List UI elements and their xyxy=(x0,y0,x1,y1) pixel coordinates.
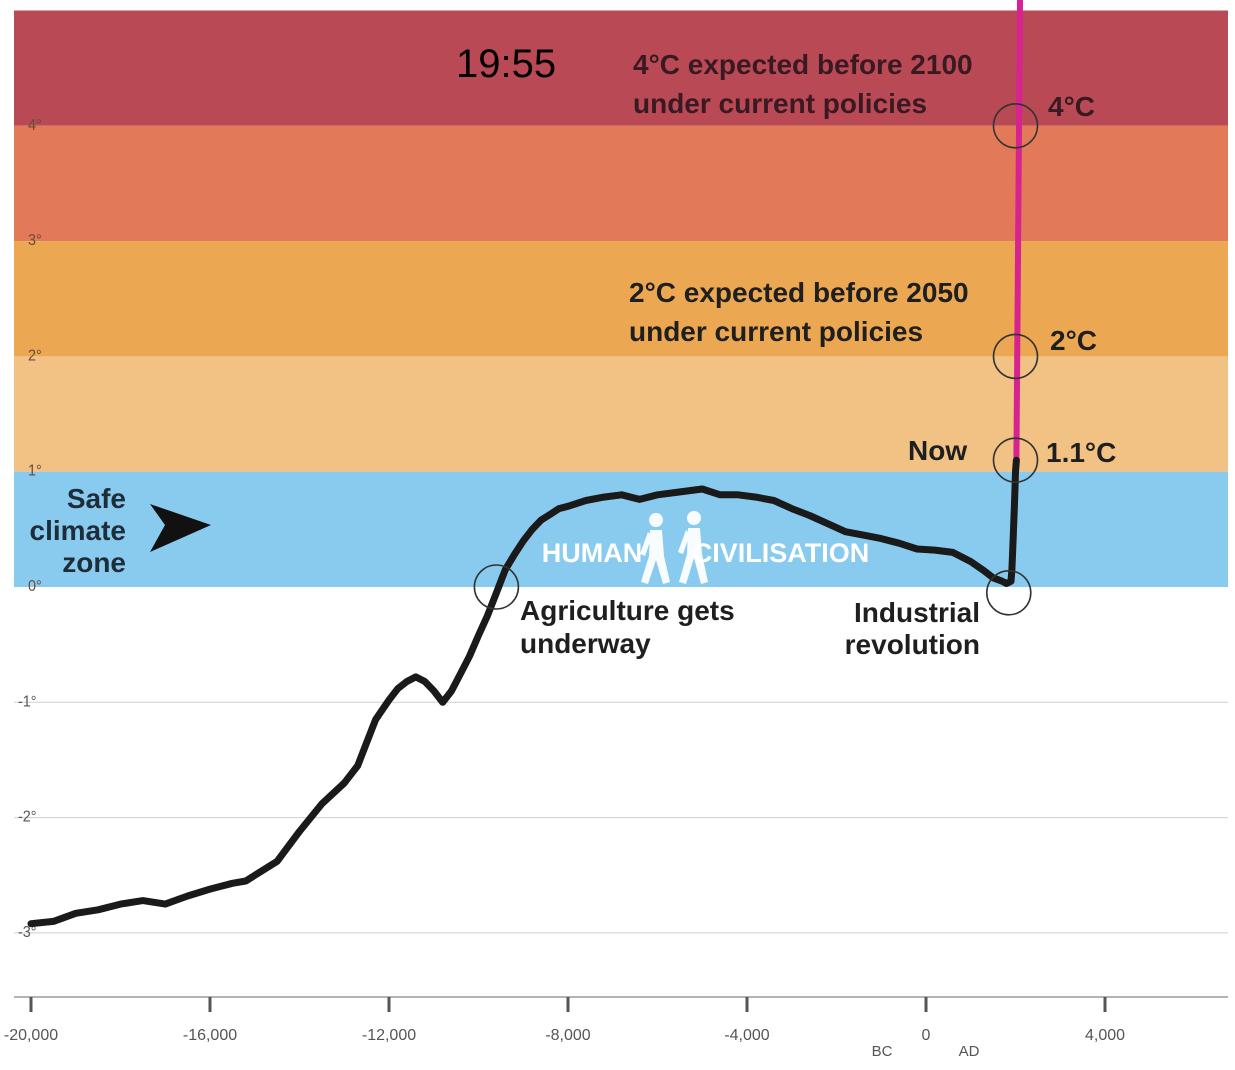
series-line xyxy=(27,456,1020,928)
y-tick-label: 3° xyxy=(28,231,42,249)
band-1 xyxy=(14,125,1228,242)
y-axis-ticks: 4° 3° 2° 1° 0° -1° -2° -3° xyxy=(18,116,42,941)
x-tick-label: 4,000 xyxy=(1085,1027,1125,1044)
y-tick-label: -3° xyxy=(18,923,37,941)
civilisation-label: CIVILISATION xyxy=(693,538,870,568)
marker-circle xyxy=(473,564,520,610)
agriculture-line-2: underway xyxy=(520,628,651,659)
mid-note-line-2: under current policies xyxy=(629,316,923,347)
label-2c: 2°C xyxy=(1050,325,1097,356)
x-tick-label: -8,000 xyxy=(545,1027,590,1044)
marker-circle xyxy=(992,333,1039,380)
circled-points xyxy=(473,103,1039,616)
x-tick-label: -12,000 xyxy=(362,1027,416,1044)
top-note-line-2: under current policies xyxy=(633,88,927,119)
label-1-1c: 1.1°C xyxy=(1046,437,1116,468)
series-group xyxy=(27,0,1023,928)
safe-zone-label: Safe climate zone xyxy=(30,483,127,578)
band-2 xyxy=(14,241,1228,357)
marker-circle xyxy=(992,437,1039,483)
x-axis: -20,000 -16,000 -12,000 -8,000 -4,000 0 4,000 B… xyxy=(4,996,1228,1060)
walking-people-icon xyxy=(640,511,708,584)
y-tick-label: 2° xyxy=(28,347,42,365)
gridlines xyxy=(14,701,1228,934)
top-note-line-1: 4°C expected before 2100 xyxy=(633,49,973,80)
temperature-bands xyxy=(14,10,1228,587)
arrow-right-icon xyxy=(150,504,211,552)
marker-circle xyxy=(985,569,1032,616)
y-tick-label: -2° xyxy=(18,808,37,826)
status-bar-time: 19:55 xyxy=(456,42,557,86)
human-label: HUMAN xyxy=(542,538,643,568)
label-now: Now xyxy=(908,435,967,466)
safe-zone-line-1: Safe xyxy=(67,483,126,514)
era-label-bc: BC xyxy=(872,1043,893,1060)
industrial-line-1: Industrial xyxy=(854,597,980,628)
series-line xyxy=(1013,0,1023,464)
marker-circle xyxy=(992,103,1039,149)
label-4c: 4°C xyxy=(1048,91,1095,122)
safe-zone-line-2: climate xyxy=(30,515,127,546)
safe-zone-line-3: zone xyxy=(62,547,126,578)
agriculture-line-1: Agriculture gets xyxy=(520,595,735,626)
x-tick-label: -16,000 xyxy=(183,1027,237,1044)
x-tick-label: 0 xyxy=(922,1027,931,1044)
x-tick-label: -4,000 xyxy=(724,1027,769,1044)
y-tick-label: 4° xyxy=(28,116,42,134)
y-tick-label: -1° xyxy=(18,693,37,711)
band-0 xyxy=(14,10,1228,126)
era-label-ad: AD xyxy=(959,1043,980,1060)
band-4 xyxy=(14,471,1228,587)
x-tick-label: -20,000 xyxy=(4,1027,58,1044)
y-tick-label: 1° xyxy=(28,462,42,480)
mid-note-line-1: 2°C expected before 2050 xyxy=(629,277,969,308)
industrial-line-2: revolution xyxy=(845,629,980,660)
y-tick-label: 0° xyxy=(28,577,42,595)
